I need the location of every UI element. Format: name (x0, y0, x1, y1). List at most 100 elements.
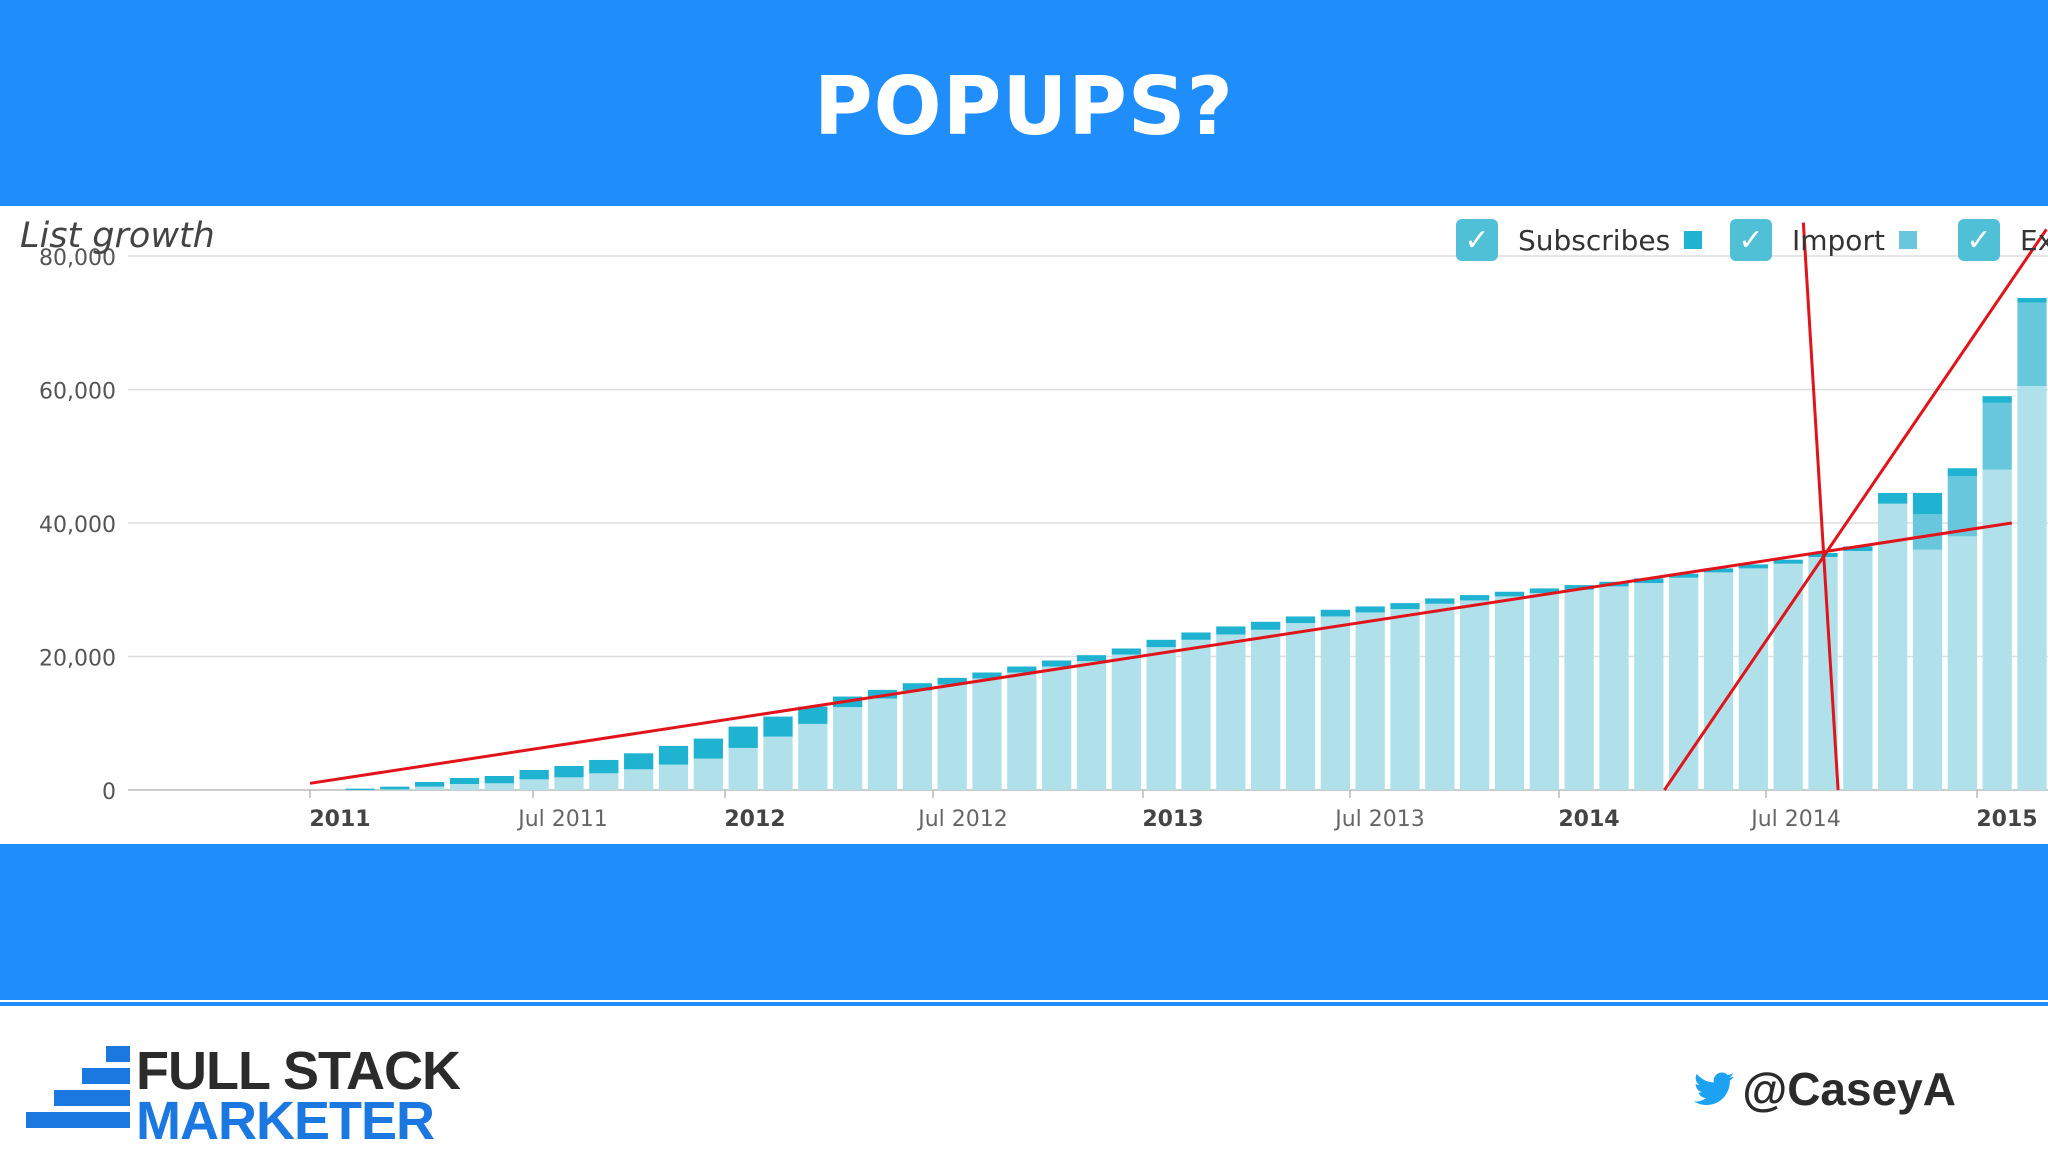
legend-import[interactable]: ✓ Import (1730, 218, 1917, 262)
x-tick-label: Jul 2011 (516, 807, 608, 832)
bar-base (1146, 647, 1176, 790)
bar-subscribes (380, 786, 410, 790)
logo-text-line2: MARKETER (136, 1091, 435, 1151)
bar-subscribes (1216, 626, 1246, 635)
x-tick-label: 2011 (309, 807, 370, 832)
bar-base (415, 786, 445, 790)
checkbox-icon[interactable]: ✓ (1456, 219, 1498, 261)
bar-subscribes (1251, 621, 1281, 630)
x-tick-label: 2012 (724, 807, 785, 832)
bar-base (902, 690, 932, 790)
bar-subscribes (415, 781, 445, 787)
bar-base (1390, 609, 1420, 790)
bar-base (1007, 672, 1037, 790)
title-band: POPUPS? (0, 0, 2048, 206)
bar-base (1460, 600, 1490, 790)
checkbox-icon[interactable]: ✓ (1730, 219, 1772, 261)
bar-base (589, 773, 619, 790)
x-tick-label: Jul 2014 (1749, 807, 1841, 832)
bar-base (1251, 629, 1281, 790)
bar-base (833, 707, 863, 790)
bar-base (1111, 654, 1141, 790)
bar-subscribes (902, 683, 932, 691)
bar-subscribes (867, 689, 898, 699)
bar-subscribes (589, 759, 619, 774)
legend-label: Subscribes (1518, 223, 1671, 257)
bar-base (937, 684, 967, 790)
bar-subscribes (1634, 578, 1664, 584)
bar-import (1982, 402, 2012, 470)
full-stack-marketer-logo: FULL STACK MARKETER (24, 1040, 484, 1151)
bar-base (1982, 469, 2012, 790)
bar-subscribes (1425, 598, 1455, 604)
bar-base (1947, 536, 1977, 790)
bar-subscribes (1669, 573, 1699, 578)
bar-subscribes (1529, 588, 1559, 594)
bar-base (484, 783, 514, 790)
bar-subscribes (1460, 595, 1490, 601)
bar-base (658, 764, 689, 790)
bar-subscribes (1843, 546, 1873, 552)
legend-swatch (1898, 231, 1917, 249)
x-tick-label: Jul 2013 (1333, 807, 1425, 832)
bar-base (1808, 557, 1838, 790)
bar-subscribes (1982, 396, 2012, 403)
bar-base (1564, 589, 1594, 790)
x-tick-label: 2015 (1976, 807, 2037, 832)
x-tick-label: Jul 2012 (916, 807, 1008, 832)
handle-text: @CaseyA (1742, 1063, 1956, 1115)
bar-subscribes (1878, 492, 1908, 504)
bar-base (867, 698, 898, 790)
bar-subscribes (1947, 468, 1977, 477)
bar-subscribes (519, 769, 549, 780)
bar-subscribes (1042, 660, 1072, 667)
bar-base (1076, 661, 1107, 790)
bar-base (1599, 586, 1629, 790)
trend-line (309, 521, 2012, 785)
chart-title: List growth (20, 216, 215, 256)
list-growth-chart: 80,000 60,000 40,000 20,000 0 2011 Jul 2011 201… (39, 222, 2048, 832)
trend-line (1663, 228, 2048, 791)
checkbox-icon[interactable]: ✓ (1958, 219, 2000, 261)
stack-logo-icon (26, 1046, 130, 1128)
legend-label: Import (1792, 223, 1885, 257)
bar-import (1947, 476, 1977, 537)
bar-subscribes (658, 745, 689, 765)
bar-subscribes (1007, 666, 1037, 673)
bar-subscribes (1320, 609, 1350, 617)
legend-ex[interactable]: ✓ Ex (1958, 218, 2048, 262)
bar-base (1529, 593, 1559, 790)
bar-subscribes (1285, 616, 1316, 624)
bar-subscribes (1494, 591, 1525, 597)
chart-panel: 80,000 60,000 40,000 20,000 0 2011 Jul 2011 201… (0, 206, 2048, 844)
bar-base (1738, 568, 1768, 790)
bar-subscribes (728, 726, 758, 748)
y-tick-label: 80,000 (39, 246, 116, 271)
bar-base (1669, 577, 1699, 790)
bar-base (972, 678, 1002, 790)
bar-subscribes (624, 753, 654, 770)
twitter-handle[interactable]: @CaseyA (1694, 1062, 1956, 1116)
bar-subscribes (972, 672, 1002, 679)
bar-base (2017, 386, 2047, 790)
bar-subscribes (1111, 648, 1141, 655)
bar-base (449, 783, 480, 790)
bar-base (1320, 616, 1350, 790)
bar-base (1912, 549, 1943, 790)
bar-subscribes (798, 706, 828, 724)
bar-subscribes (763, 716, 793, 737)
bar-subscribes (1564, 585, 1594, 590)
bar-base (693, 758, 723, 790)
twitter-icon (1694, 1072, 1735, 1105)
bar-subscribes (1076, 655, 1107, 662)
x-tick-label: 2013 (1142, 807, 1203, 832)
bar-subscribes (1738, 564, 1768, 569)
bar-base (1042, 666, 1072, 790)
bar-subscribes (1146, 639, 1176, 648)
y-tick-label: 0 (102, 780, 116, 805)
bar-subscribes (1390, 603, 1420, 610)
legend-subscribes[interactable]: ✓ Subscribes (1456, 218, 1703, 262)
bar-subscribes (345, 788, 375, 790)
bar-subscribes (1181, 632, 1211, 640)
divider-line (0, 1002, 2048, 1006)
